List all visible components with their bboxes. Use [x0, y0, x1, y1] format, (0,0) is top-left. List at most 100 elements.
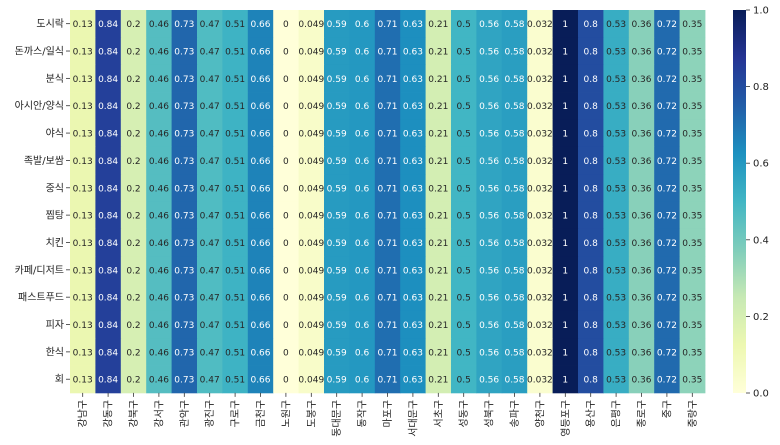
heatmap-cell — [197, 119, 223, 148]
heatmap-cell — [95, 283, 122, 312]
cell-value-label: 0.59 — [327, 48, 347, 58]
heatmap-cell — [476, 338, 503, 366]
heatmap-cell — [400, 10, 426, 38]
column-label: 강북구 — [128, 400, 140, 428]
heatmap-cell — [222, 37, 249, 66]
heatmap-cell — [527, 37, 553, 66]
heatmap-cell — [578, 92, 604, 120]
row-label: 피자 — [46, 319, 64, 331]
cell-value-label: 0.51 — [225, 20, 245, 30]
heatmap-cell — [324, 310, 350, 339]
cell-value-label: 0.58 — [504, 102, 524, 112]
heatmap-cell — [527, 174, 553, 202]
cell-value-label: 0.032 — [527, 376, 553, 386]
heatmap-cell — [451, 365, 477, 394]
cell-value-label: 0.5 — [457, 75, 471, 85]
heatmap-cell — [628, 365, 655, 394]
colorbar-tick-label: 0.8 — [753, 82, 769, 93]
heatmap-cell — [654, 119, 680, 148]
cell-value-label: 0.53 — [606, 376, 626, 386]
cell-value-label: 0.63 — [403, 130, 423, 140]
cell-value-label: 0.46 — [149, 157, 169, 167]
cell-value-label: 0.13 — [73, 294, 93, 304]
heatmap-cell — [654, 256, 680, 284]
heatmap-cell — [273, 365, 299, 394]
heatmap-cell — [400, 338, 426, 366]
heatmap-cell — [273, 201, 299, 230]
cell-value-label: 0.8 — [584, 294, 599, 304]
heatmap-cell — [501, 146, 528, 175]
heatmap-cell — [70, 256, 96, 284]
cell-value-label: 0.13 — [73, 321, 93, 331]
cell-value-label: 1 — [562, 321, 568, 331]
heatmap-cell — [374, 119, 401, 148]
column-label: 영등포구 — [560, 400, 572, 437]
cell-value-label: 0.84 — [98, 266, 118, 276]
column-label: 서대문구 — [407, 400, 419, 437]
cell-value-label: 0.59 — [327, 184, 347, 194]
cell-value-label: 0.049 — [298, 239, 324, 249]
cell-value-label: 0.36 — [631, 376, 651, 386]
cell-value-label: 0.72 — [657, 376, 677, 386]
heatmap-cell — [654, 365, 680, 394]
heatmap-cell — [374, 92, 401, 120]
heatmap-cell — [374, 146, 401, 175]
cell-value-label: 0 — [283, 348, 289, 358]
heatmap-cell — [654, 228, 680, 257]
column-label: 송파구 — [509, 400, 521, 428]
heatmap-cell — [603, 201, 630, 230]
row-label: 아시안/양식 — [15, 100, 64, 112]
heatmap-cell — [146, 310, 172, 339]
heatmap-cell — [476, 283, 503, 312]
cell-value-label: 0.032 — [527, 184, 553, 194]
heatmap-cell — [374, 201, 401, 230]
cell-value-label: 0.8 — [584, 239, 599, 249]
colorbar-gradient — [733, 10, 746, 393]
heatmap-cell — [451, 92, 477, 120]
cell-value-label: 0.13 — [73, 348, 93, 358]
cell-value-label: 0.47 — [200, 376, 220, 386]
cell-value-label: 0.71 — [377, 157, 397, 167]
cell-value-label: 0.56 — [479, 212, 499, 222]
cell-value-label: 0.66 — [250, 376, 270, 386]
cell-value-label: 0.5 — [457, 239, 471, 249]
heatmap-cell — [578, 283, 604, 312]
heatmap-cell — [476, 228, 503, 257]
heatmap-cell — [654, 92, 680, 120]
cell-value-label: 0.66 — [250, 75, 270, 85]
heatmap-cell — [476, 201, 503, 230]
cell-value-label: 0.53 — [606, 157, 626, 167]
cell-value-label: 0.53 — [606, 20, 626, 30]
heatmap-cell — [451, 10, 477, 38]
heatmap-cell — [273, 256, 299, 284]
cell-value-label: 0.58 — [504, 376, 524, 386]
cell-value-label: 0.13 — [73, 20, 93, 30]
cell-value-label: 0.049 — [298, 157, 324, 167]
cell-value-label: 0.36 — [631, 48, 651, 58]
cell-value-label: 0.5 — [457, 184, 471, 194]
heatmap-cell — [552, 92, 579, 120]
cell-value-label: 0.72 — [657, 321, 677, 331]
cell-value-label: 0.72 — [657, 130, 677, 140]
cell-value-label: 0.6 — [355, 348, 370, 358]
heatmap-cell — [654, 283, 680, 312]
cell-value-label: 1 — [562, 48, 568, 58]
row-label: 중식 — [46, 182, 64, 194]
heatmap-cell — [247, 228, 274, 257]
heatmap-cell — [298, 64, 325, 93]
heatmap-cell — [146, 37, 172, 66]
cell-value-label: 0.63 — [403, 376, 423, 386]
heatmap-cell — [120, 201, 147, 230]
cell-value-label: 0.36 — [631, 348, 651, 358]
heatmap-cell — [95, 201, 122, 230]
cell-value-label: 0.59 — [327, 348, 347, 358]
heatmap-cell — [400, 174, 426, 202]
cell-value-label: 0.73 — [174, 294, 194, 304]
heatmap-cell — [451, 37, 477, 66]
heatmap-cell — [476, 64, 503, 93]
cell-value-label: 0.46 — [149, 266, 169, 276]
heatmap-cell — [146, 228, 172, 257]
heatmap-cell — [247, 365, 274, 394]
column-label: 마포구 — [382, 400, 394, 428]
heatmap-cell — [527, 365, 553, 394]
